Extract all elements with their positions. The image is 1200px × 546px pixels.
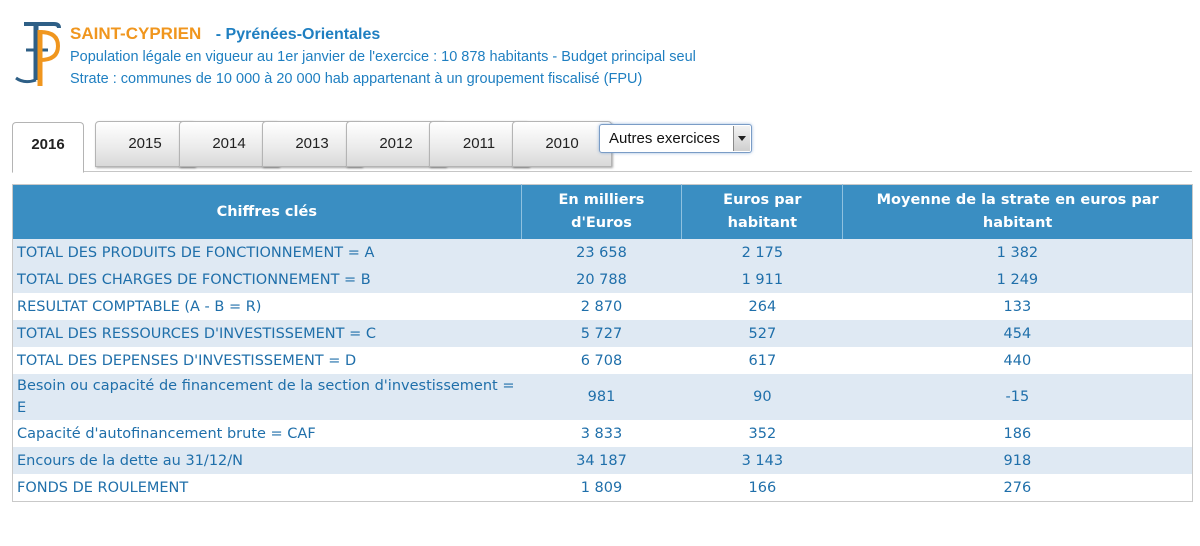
page-title: SAINT-CYPRIEN - Pyrénées-Orientales <box>70 24 380 44</box>
row-thousands: 2 870 <box>521 293 682 320</box>
other-years-select[interactable]: Autres exercices <box>599 124 752 153</box>
row-label: Besoin ou capacité de financement de la … <box>12 374 522 420</box>
row-per-inhabitant: 3 143 <box>681 447 843 474</box>
column-header-thousands-euros: En milliers d'Euros <box>521 184 683 239</box>
row-strate-average: 276 <box>842 474 1193 502</box>
row-per-inhabitant: 90 <box>681 374 843 420</box>
row-label: FONDS DE ROULEMENT <box>12 474 522 502</box>
table-row: Capacité d'autofinancement brute = CAF 3… <box>12 420 1193 447</box>
strate-info: Strate : communes de 10 000 à 20 000 hab… <box>70 71 643 87</box>
row-thousands: 34 187 <box>521 447 682 474</box>
population-info: Population légale en vigueur au 1er janv… <box>70 49 696 65</box>
table-row: FONDS DE ROULEMENT 1 809 166 276 <box>12 474 1193 502</box>
row-strate-average: -15 <box>842 374 1193 420</box>
row-thousands: 5 727 <box>521 320 682 347</box>
table-row: TOTAL DES DEPENSES D'INVESTISSEMENT = D … <box>12 347 1193 374</box>
row-label: TOTAL DES RESSOURCES D'INVESTISSEMENT = … <box>12 320 522 347</box>
row-thousands: 20 788 <box>521 266 682 293</box>
row-thousands: 1 809 <box>521 474 682 502</box>
table-row: TOTAL DES PRODUITS DE FONCTIONNEMENT = A… <box>12 239 1193 266</box>
tab-2013[interactable]: 2013 <box>262 121 362 167</box>
table-row: Besoin ou capacité de financement de la … <box>12 374 1193 420</box>
row-label: RESULTAT COMPTABLE (A - B = R) <box>12 293 522 320</box>
row-strate-average: 454 <box>842 320 1193 347</box>
table-row: TOTAL DES CHARGES DE FONCTIONNEMENT = B … <box>12 266 1193 293</box>
table-row: Encours de la dette au 31/12/N 34 187 3 … <box>12 447 1193 474</box>
chevron-down-icon[interactable] <box>733 126 750 151</box>
column-header-strate-average: Moyenne de la strate en euros par habita… <box>842 184 1193 239</box>
tab-2015[interactable]: 2015 <box>95 121 195 167</box>
tab-2016[interactable]: 2016 <box>12 122 84 173</box>
row-label: TOTAL DES DEPENSES D'INVESTISSEMENT = D <box>12 347 522 374</box>
row-strate-average: 1 382 <box>842 239 1193 266</box>
row-strate-average: 440 <box>842 347 1193 374</box>
row-per-inhabitant: 2 175 <box>681 239 843 266</box>
row-per-inhabitant: 264 <box>681 293 843 320</box>
table-header-row: Chiffres clés En milliers d'Euros Euros … <box>12 184 1193 239</box>
key-figures-table: Chiffres clés En milliers d'Euros Euros … <box>12 184 1193 502</box>
select-value: Autres exercices <box>609 130 720 147</box>
row-per-inhabitant: 166 <box>681 474 843 502</box>
tab-2010[interactable]: 2010 <box>512 121 612 167</box>
column-header-euros-per-inhabitant: Euros par habitant <box>681 184 844 239</box>
row-label: TOTAL DES PRODUITS DE FONCTIONNEMENT = A <box>12 239 522 266</box>
row-label: Capacité d'autofinancement brute = CAF <box>12 420 522 447</box>
row-label: Encours de la dette au 31/12/N <box>12 447 522 474</box>
row-per-inhabitant: 527 <box>681 320 843 347</box>
table-row: RESULTAT COMPTABLE (A - B = R) 2 870 264… <box>12 293 1193 320</box>
row-per-inhabitant: 617 <box>681 347 843 374</box>
row-per-inhabitant: 352 <box>681 420 843 447</box>
row-thousands: 23 658 <box>521 239 682 266</box>
row-strate-average: 133 <box>842 293 1193 320</box>
column-header-key-figures: Chiffres clés <box>12 184 522 239</box>
row-strate-average: 186 <box>842 420 1193 447</box>
row-strate-average: 1 249 <box>842 266 1193 293</box>
table-row: TOTAL DES RESSOURCES D'INVESTISSEMENT = … <box>12 320 1193 347</box>
department-name: - Pyrénées-Orientales <box>215 26 381 43</box>
row-thousands: 6 708 <box>521 347 682 374</box>
row-per-inhabitant: 1 911 <box>681 266 843 293</box>
row-label: TOTAL DES CHARGES DE FONCTIONNEMENT = B <box>12 266 522 293</box>
tabs-divider <box>12 171 1192 172</box>
row-strate-average: 918 <box>842 447 1193 474</box>
row-thousands: 981 <box>521 374 682 420</box>
logo-icon <box>15 22 61 86</box>
city-name: SAINT-CYPRIEN <box>70 24 202 43</box>
row-thousands: 3 833 <box>521 420 682 447</box>
